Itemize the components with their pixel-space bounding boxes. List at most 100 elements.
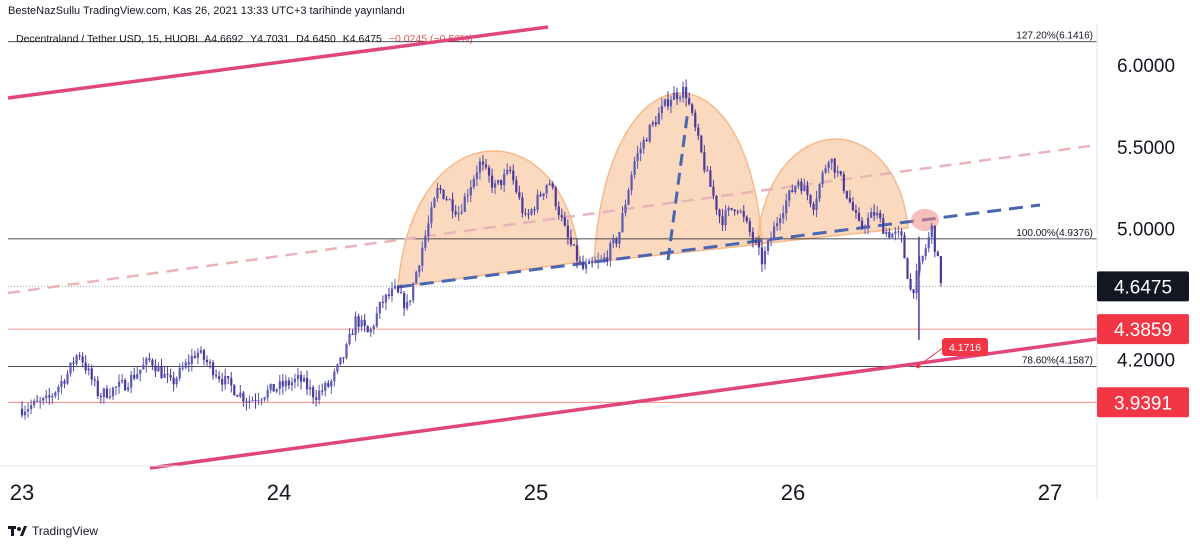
channel-lower-line xyxy=(149,337,1098,470)
candle-body xyxy=(830,158,833,163)
candle-body xyxy=(888,231,891,238)
candle-body xyxy=(724,210,727,226)
candle-body xyxy=(712,186,715,196)
candle-body xyxy=(357,316,360,327)
candle-body xyxy=(633,161,636,175)
candle-body xyxy=(290,382,294,386)
candle-body xyxy=(57,386,60,393)
candle-body xyxy=(697,127,700,136)
candle-body xyxy=(457,213,460,215)
candle-body xyxy=(703,152,706,171)
candle-body xyxy=(903,235,906,259)
candle-body xyxy=(299,374,303,382)
candle-body xyxy=(503,173,506,186)
price-axis-label: 3.9391 xyxy=(1114,393,1172,414)
candle-body xyxy=(606,257,609,261)
candle-body xyxy=(854,210,858,213)
candle-body xyxy=(548,183,551,186)
candle-body xyxy=(403,293,406,309)
candle-body xyxy=(54,392,57,396)
candle-body xyxy=(175,378,178,385)
callout-pointer xyxy=(917,346,945,367)
time-axis: 23 24 25 26 27 xyxy=(10,480,1062,505)
candle-body xyxy=(863,227,867,229)
candle-body xyxy=(615,238,618,244)
candle-body xyxy=(751,231,754,241)
head-drop-line xyxy=(666,109,690,261)
candle-body xyxy=(648,124,651,142)
candle-body xyxy=(418,265,421,273)
candle-body xyxy=(142,364,145,370)
candle-body xyxy=(29,405,33,410)
tradingview-brand[interactable]: TradingView xyxy=(8,524,98,538)
candle-body xyxy=(33,400,36,406)
candle-body xyxy=(797,181,800,186)
candle-body xyxy=(915,270,918,294)
candle-body xyxy=(824,168,827,173)
candle-body xyxy=(45,395,48,398)
candle-body xyxy=(436,187,439,199)
candle-body xyxy=(497,179,500,184)
candle-body xyxy=(490,175,494,188)
candle-body xyxy=(891,233,894,238)
candle-body xyxy=(351,333,354,335)
candle-body xyxy=(60,381,63,387)
callout-anchor xyxy=(916,364,920,369)
candle-body xyxy=(924,248,927,257)
candle-body xyxy=(769,237,773,241)
candle-body xyxy=(302,377,306,382)
time-tick-label: 25 xyxy=(524,480,548,505)
candle-body xyxy=(760,247,764,265)
candle-body xyxy=(178,368,181,379)
candle-body xyxy=(672,92,676,100)
candle-body xyxy=(293,378,297,383)
candle-body xyxy=(866,217,870,228)
price-axis-label: 4.6475 xyxy=(1114,277,1172,298)
candle-body xyxy=(809,195,812,204)
candle-body xyxy=(124,380,127,391)
fib-level-label: 78.60%(4.1587) xyxy=(1022,355,1093,366)
candle-body xyxy=(372,325,375,329)
candle-body xyxy=(560,215,563,218)
candle-body xyxy=(312,387,315,398)
candle-body xyxy=(111,387,115,397)
candle-body xyxy=(20,408,24,416)
candle-body xyxy=(587,260,591,264)
candle-body xyxy=(120,380,124,382)
candle-body xyxy=(827,162,830,169)
candle-body xyxy=(836,171,839,173)
candle-body xyxy=(421,247,424,266)
candle-body xyxy=(927,237,930,249)
candle-body xyxy=(694,112,697,128)
candle-body xyxy=(685,86,688,99)
candle-body xyxy=(433,198,436,208)
candle-body xyxy=(160,366,163,378)
candle-body xyxy=(272,384,275,392)
candle-body xyxy=(785,200,788,214)
candle-body xyxy=(572,244,576,246)
candle-body xyxy=(184,362,187,368)
candle-body xyxy=(78,355,81,357)
candle-body xyxy=(214,375,218,377)
candle-body xyxy=(139,369,142,374)
candle-body xyxy=(218,376,221,380)
candle-body xyxy=(833,158,836,173)
candle-body xyxy=(779,218,782,224)
time-tick-label: 24 xyxy=(267,480,291,505)
time-tick-label: 27 xyxy=(1038,480,1062,505)
candle-body xyxy=(381,301,384,303)
candle-body xyxy=(117,381,121,387)
candle-body xyxy=(578,260,582,262)
candle-body xyxy=(442,189,445,199)
candles xyxy=(20,79,942,420)
candle-body xyxy=(518,192,521,198)
candle-body xyxy=(360,319,363,327)
candle-body xyxy=(378,301,381,314)
candle-body xyxy=(627,190,630,205)
candle-body xyxy=(375,313,378,326)
candle-body xyxy=(266,389,269,398)
candle-body xyxy=(845,190,848,199)
candle-body xyxy=(745,216,748,222)
candle-body xyxy=(882,218,885,234)
